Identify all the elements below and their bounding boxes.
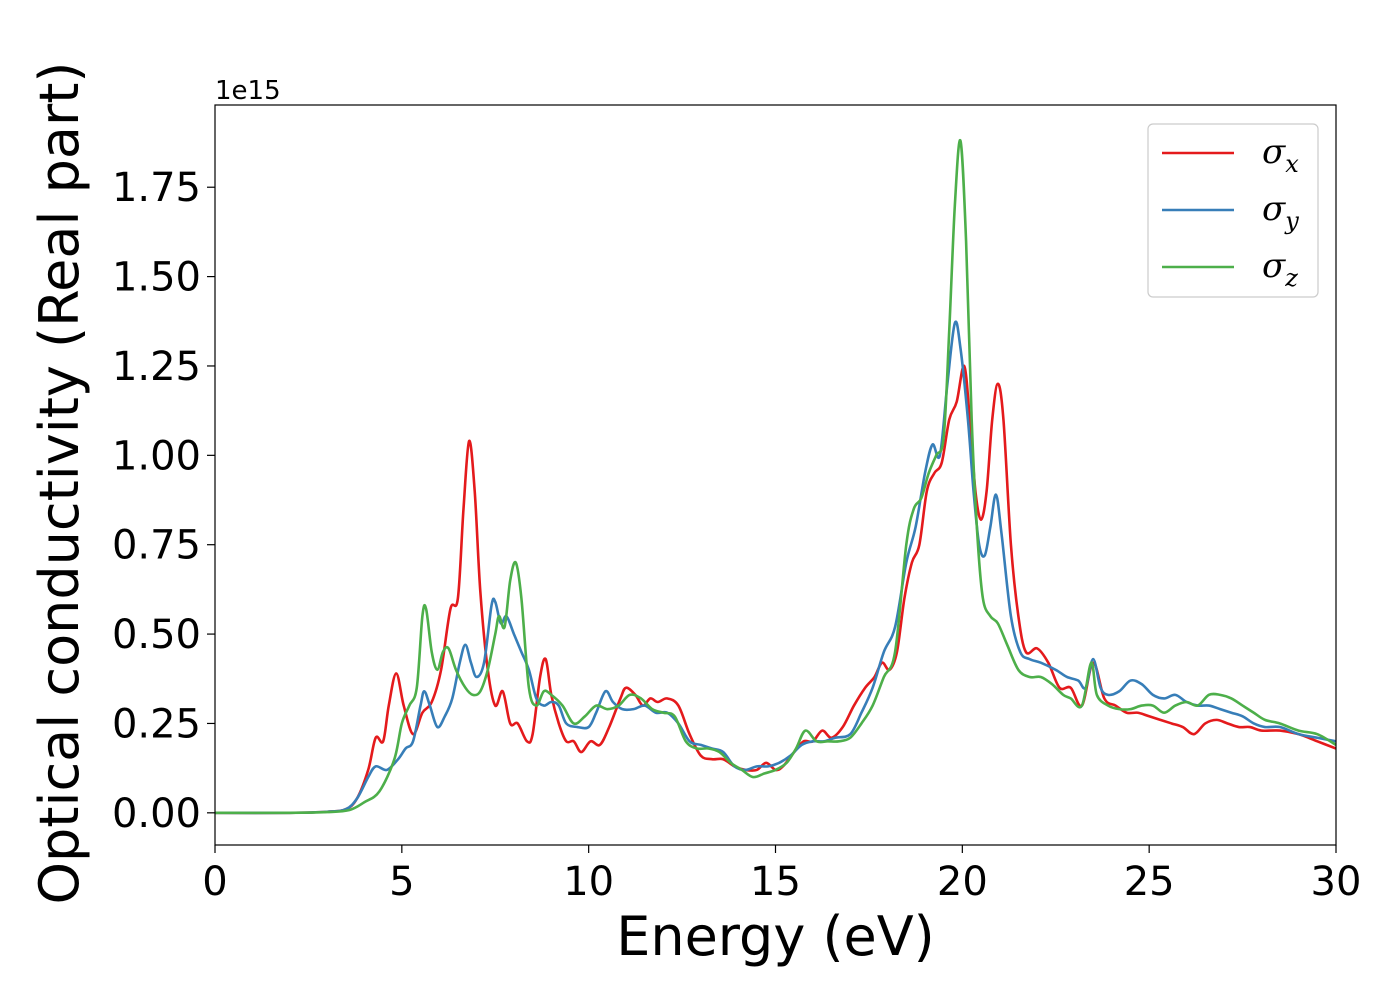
legend-label: σy	[1262, 189, 1299, 235]
series-line-z	[215, 139, 1336, 815]
x-tick-label: 20	[937, 859, 988, 905]
y-axis-ticks: 0.00 0.25 0.50 0.75 1.00 1.25 1.50 1.75	[112, 165, 215, 837]
legend: σx σy σz	[1147, 123, 1319, 298]
y-axis-offset-text: 1e15	[215, 76, 281, 106]
legend-label: σz	[1262, 246, 1298, 292]
x-axis-ticks: 0 5 10 15 20 25 30	[202, 845, 1361, 905]
y-tick-label: 0.25	[112, 701, 201, 747]
x-tick-label: 25	[1124, 859, 1175, 905]
series-line-y	[215, 320, 1336, 815]
y-tick-label: 1.50	[112, 255, 201, 301]
y-tick-label: 1.25	[112, 344, 201, 390]
y-tick-label: 1.00	[112, 433, 201, 479]
x-tick-label: 10	[563, 859, 614, 905]
plot-lines	[215, 139, 1336, 815]
y-tick-label: 0.00	[112, 791, 201, 837]
y-tick-label: 1.75	[112, 165, 201, 211]
y-axis-title: Optical conductivity (Real part)	[28, 62, 91, 905]
x-tick-label: 30	[1311, 859, 1362, 905]
legend-label: σx	[1262, 132, 1299, 178]
x-tick-label: 5	[389, 859, 414, 905]
x-tick-label: 15	[750, 859, 801, 905]
y-tick-label: 0.75	[112, 523, 201, 569]
x-tick-label: 0	[202, 859, 227, 905]
y-tick-label: 0.50	[112, 612, 201, 658]
x-axis-title: Energy (eV)	[616, 905, 935, 968]
